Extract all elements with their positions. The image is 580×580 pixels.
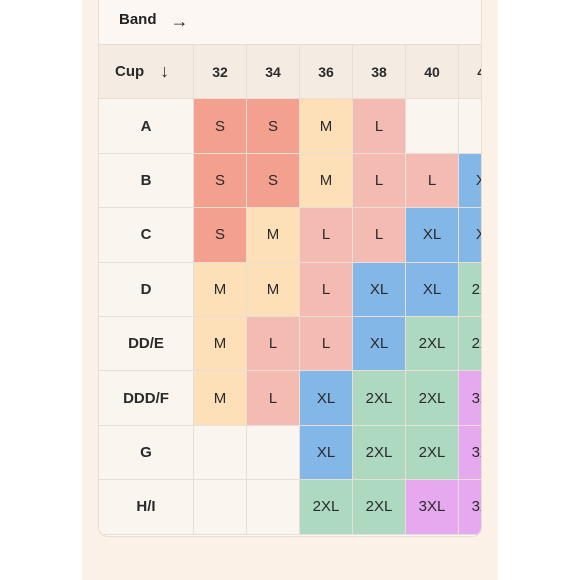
size-cell xyxy=(247,425,300,481)
band-axis-header: Band → xyxy=(99,0,481,45)
size-cell: XL xyxy=(300,371,353,426)
band-header-34: 34 xyxy=(247,45,300,100)
cup-row-label: D xyxy=(99,262,194,317)
size-cell: S xyxy=(247,153,300,209)
size-cell: M xyxy=(194,316,247,372)
cup-row-label: C xyxy=(99,208,194,263)
size-cell: L xyxy=(300,316,353,372)
size-cell: 2XL xyxy=(459,316,481,372)
size-cell: S xyxy=(194,153,247,209)
size-cell xyxy=(194,425,247,481)
size-cell: L xyxy=(353,153,406,209)
size-cell: XL xyxy=(300,425,353,481)
band-header-40: 40 xyxy=(406,45,459,100)
size-cell: M xyxy=(247,262,300,317)
size-cell: L xyxy=(300,262,353,317)
size-chart-card: Band → Cup ↓ 323436384042ASSMLBSSMLLXLCS… xyxy=(98,0,482,537)
band-header-36: 36 xyxy=(300,45,353,100)
size-cell: 2XL xyxy=(406,316,459,372)
screen: Band → Cup ↓ 323436384042ASSMLBSSMLLXLCS… xyxy=(82,0,498,580)
arrow-right-icon: → xyxy=(170,11,189,31)
size-cell: L xyxy=(300,208,353,263)
size-cell: 2XL xyxy=(300,480,353,535)
band-header-38: 38 xyxy=(353,45,406,100)
size-cell: S xyxy=(194,208,247,263)
cup-label: Cup xyxy=(115,63,145,81)
cup-row-label: G xyxy=(99,425,194,481)
band-label: Band xyxy=(119,11,157,28)
size-cell: M xyxy=(300,99,353,154)
size-cell: XL xyxy=(406,208,459,263)
size-grid: Cup ↓ 323436384042ASSMLBSSMLLXLCSMLLXLXL… xyxy=(99,45,481,535)
cup-row-label: DDD/F xyxy=(99,371,194,426)
size-cell: S xyxy=(194,99,247,154)
size-cell xyxy=(194,480,247,535)
size-cell: 2XL xyxy=(353,371,406,426)
size-cell: M xyxy=(194,371,247,426)
size-cell: XL xyxy=(459,208,481,263)
size-cell: XL xyxy=(406,262,459,317)
size-cell: L xyxy=(353,99,406,154)
size-cell: XL xyxy=(353,316,406,372)
size-cell: M xyxy=(194,262,247,317)
size-cell: M xyxy=(247,208,300,263)
size-cell: 2XL xyxy=(353,480,406,535)
size-cell: XL xyxy=(353,262,406,317)
size-cell: M xyxy=(300,153,353,209)
size-cell: 2XL xyxy=(459,262,481,317)
cup-row-label: H/I xyxy=(99,480,194,535)
size-cell: L xyxy=(353,208,406,263)
cup-row-label: B xyxy=(99,153,194,209)
size-cell xyxy=(459,99,481,154)
cup-header: Cup ↓ xyxy=(99,45,194,100)
size-cell: L xyxy=(406,153,459,209)
size-cell: 3XL xyxy=(406,480,459,535)
size-cell: L xyxy=(247,371,300,426)
band-header-42: 42 xyxy=(459,45,481,100)
size-cell: 3XL xyxy=(459,480,481,535)
size-cell: 2XL xyxy=(406,371,459,426)
size-cell: XL xyxy=(459,153,481,209)
size-cell: 2XL xyxy=(353,425,406,481)
size-cell: 3XL xyxy=(459,425,481,481)
size-cell: 3XL xyxy=(459,371,481,426)
size-cell xyxy=(406,99,459,154)
arrow-down-icon: ↓ xyxy=(160,61,170,82)
size-cell: L xyxy=(247,316,300,372)
cup-row-label: DD/E xyxy=(99,316,194,372)
size-cell: 2XL xyxy=(406,425,459,481)
size-cell xyxy=(247,480,300,535)
band-header-32: 32 xyxy=(194,45,247,100)
cup-row-label: A xyxy=(99,99,194,154)
size-cell: S xyxy=(247,99,300,154)
